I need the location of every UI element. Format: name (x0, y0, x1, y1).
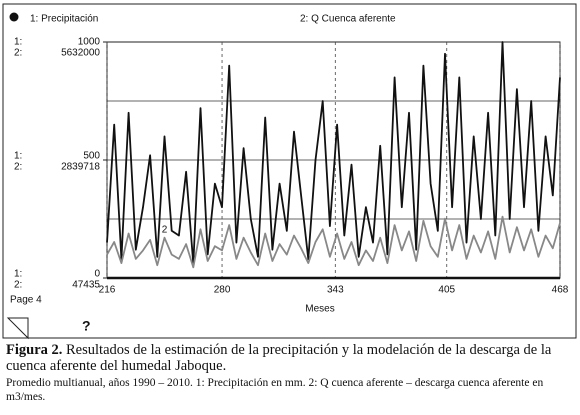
axis-prefix: 1: (14, 37, 22, 48)
x-tick-label: 216 (99, 285, 116, 296)
icon (9, 12, 19, 22)
axis-prefix: 1: (14, 151, 22, 162)
x-tick-label: 468 (552, 285, 569, 296)
caption: Figura 2. Resultados de la estimación de… (6, 342, 574, 404)
x-tick-label: 280 (214, 285, 231, 296)
axis-prefix: 1: (14, 269, 22, 280)
y2-tick-label: 5632000 (61, 48, 100, 59)
caption-note: Promedio multianual, años 1990 – 2010. 1… (6, 377, 544, 403)
caption-main: Figura 2. Resultados de la estimación de… (6, 342, 574, 374)
frame (2, 3, 577, 339)
chart: 1: Precipitación 2: Q Cuenca aferente Me… (2, 3, 577, 340)
caption-label: Figura 2. (6, 342, 63, 358)
icon (6, 317, 29, 340)
axis-prefix: 2: (14, 280, 22, 291)
axis-prefix: 2: (14, 48, 22, 59)
page-label: Page 4 (10, 295, 42, 306)
axis-prefix: 2: (14, 162, 22, 173)
y2-tick-label: 2839718 (61, 162, 100, 173)
y-tick-label: 1000 (78, 37, 101, 48)
curve-marker: 2 (162, 224, 168, 235)
x-tick-label: 405 (438, 285, 455, 296)
help-button[interactable]: ? (82, 318, 91, 334)
series-line (106, 41, 561, 265)
y-tick-label: 500 (83, 151, 100, 162)
caption-text: Resultados de la estimación de la precip… (6, 342, 552, 374)
x-tick-label: 343 (327, 285, 344, 296)
legend-item: 1: Precipitación (30, 14, 98, 25)
y2-tick-label: 47435 (72, 280, 100, 291)
series-line (106, 215, 561, 269)
y-tick-label: 0 (94, 269, 100, 280)
x-axis-label: Meses (305, 304, 334, 315)
legend-item: 2: Q Cuenca aferente (300, 14, 396, 25)
